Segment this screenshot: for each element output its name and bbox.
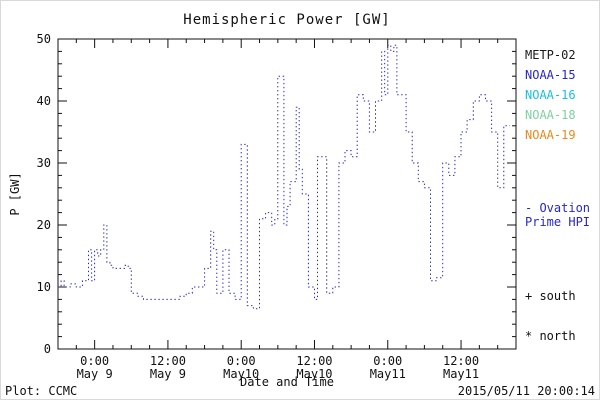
- legend-item-noaa-16: NOAA-16: [525, 88, 576, 102]
- x-tick-date-label: May10: [223, 367, 259, 381]
- plot-credit: Plot: CCMC: [5, 384, 78, 398]
- north-marker-label: * north: [525, 329, 576, 343]
- y-tick-label: 40: [37, 94, 51, 108]
- x-tick-date-label: May11: [370, 367, 406, 381]
- y-tick-label: 50: [37, 32, 51, 46]
- x-tick-time-label: 0:00: [373, 354, 402, 368]
- legend-item-noaa-15: NOAA-15: [525, 68, 576, 82]
- x-tick-time-label: 12:00: [443, 354, 479, 368]
- hpi-step-line: [58, 44, 510, 310]
- y-tick-label: 20: [37, 218, 51, 232]
- satellite-legend: METP-02 NOAA-15 NOAA-16 NOAA-18 NOAA-19: [525, 45, 576, 145]
- x-tick-date-label: May 9: [77, 367, 113, 381]
- x-tick-time-label: 12:00: [296, 354, 332, 368]
- x-tick-time-label: 0:00: [80, 354, 109, 368]
- south-marker-label: + south: [525, 289, 576, 303]
- plot-timestamp: 2015/05/11 20:00:14: [457, 384, 595, 398]
- ovation-label-line2: Prime HPI: [525, 215, 591, 229]
- legend-item-metp-02: METP-02: [525, 48, 576, 62]
- x-tick-time-label: 0:00: [227, 354, 256, 368]
- axis-box: [57, 38, 517, 350]
- legend-item-noaa-18: NOAA-18: [525, 108, 576, 122]
- y-tick-label: 0: [44, 342, 51, 356]
- ovation-model-label: - Ovation Prime HPI: [525, 201, 590, 229]
- x-tick-date-label: May11: [443, 367, 479, 381]
- y-tick-label: 30: [37, 156, 51, 170]
- chart-title: Hemispheric Power [GW]: [183, 12, 391, 28]
- legend-item-noaa-19: NOAA-19: [525, 128, 576, 142]
- x-axis-label: Date and Time: [240, 375, 334, 389]
- x-tick-time-label: 12:00: [150, 354, 186, 368]
- x-tick-date-label: May 9: [150, 367, 186, 381]
- y-tick-label: 10: [37, 280, 51, 294]
- ovation-label-line1: - Ovation: [525, 201, 591, 215]
- x-tick-date-label: May10: [296, 367, 332, 381]
